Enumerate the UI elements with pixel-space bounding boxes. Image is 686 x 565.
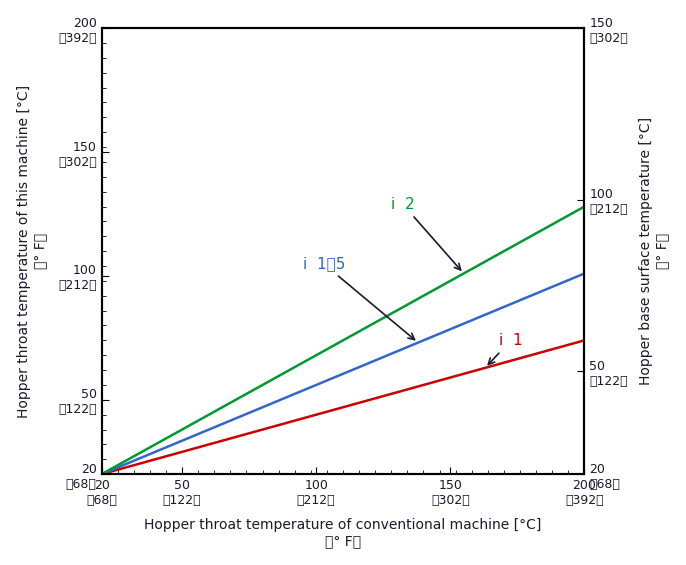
- Text: i  1: i 1: [488, 333, 522, 364]
- Text: i  2: i 2: [391, 197, 460, 270]
- Y-axis label: Hopper base surface temperature [°C]
〈° F〉: Hopper base surface temperature [°C] 〈° …: [639, 117, 670, 385]
- X-axis label: Hopper throat temperature of conventional machine [°C]
〈° F〉: Hopper throat temperature of conventiona…: [144, 518, 542, 549]
- Y-axis label: Hopper throat temperature of this machine [°C]
〈° F〉: Hopper throat temperature of this machin…: [16, 85, 47, 418]
- Text: i  1．5: i 1．5: [303, 257, 414, 340]
